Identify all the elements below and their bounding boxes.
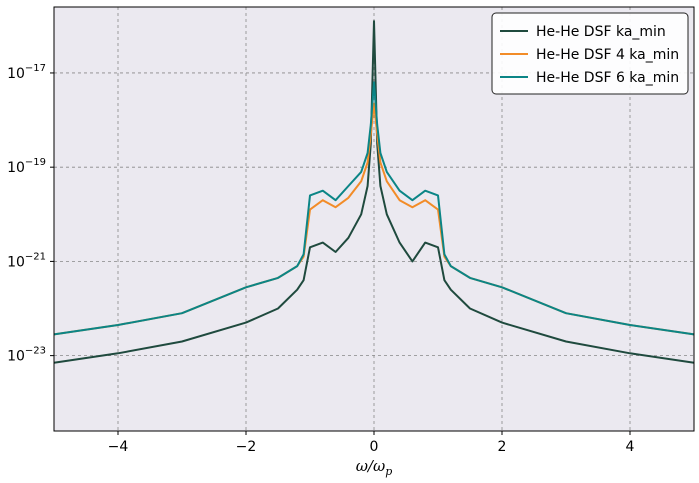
y-tick-label: 10−21	[7, 251, 46, 270]
y-tick-base: 10	[7, 254, 25, 270]
legend: He-He DSF ka_min He-He DSF 4 ka_min He-He …	[491, 12, 689, 95]
y-tick-base: 10	[7, 349, 25, 365]
y-tick-base: 10	[7, 66, 25, 82]
legend-entry: He-He DSF 4 ka_min	[536, 47, 679, 63]
y-tick-exponent: −17	[25, 63, 46, 74]
x-tick-label: −4	[108, 439, 129, 455]
series-line-3	[53, 81, 695, 336]
y-tick-label: 10−23	[7, 346, 46, 365]
grid	[54, 7, 694, 431]
x-axis-label: ω/ωp	[356, 457, 393, 478]
legend-entry: He-He DSF ka_min	[536, 24, 666, 40]
x-axis: −4 −2 0 2 4	[108, 431, 635, 455]
y-tick-exponent: −23	[25, 346, 46, 357]
y-tick-label: 10−19	[7, 157, 46, 176]
legend-entry: He-He DSF 6 ka_min	[536, 70, 679, 86]
y-tick-label: 10−17	[7, 63, 46, 82]
series-line-1	[53, 20, 695, 364]
x-tick-label: 4	[626, 439, 635, 455]
legend-box	[491, 12, 689, 95]
y-tick-exponent: −21	[25, 251, 46, 262]
x-tick-label: 2	[498, 439, 507, 455]
series-group	[53, 20, 695, 364]
y-tick-exponent: −19	[25, 157, 46, 168]
y-tick-base: 10	[7, 160, 25, 176]
x-axis-label-subscript: p	[385, 465, 392, 478]
x-tick-label: −2	[236, 439, 257, 455]
x-tick-label: 0	[370, 439, 379, 455]
